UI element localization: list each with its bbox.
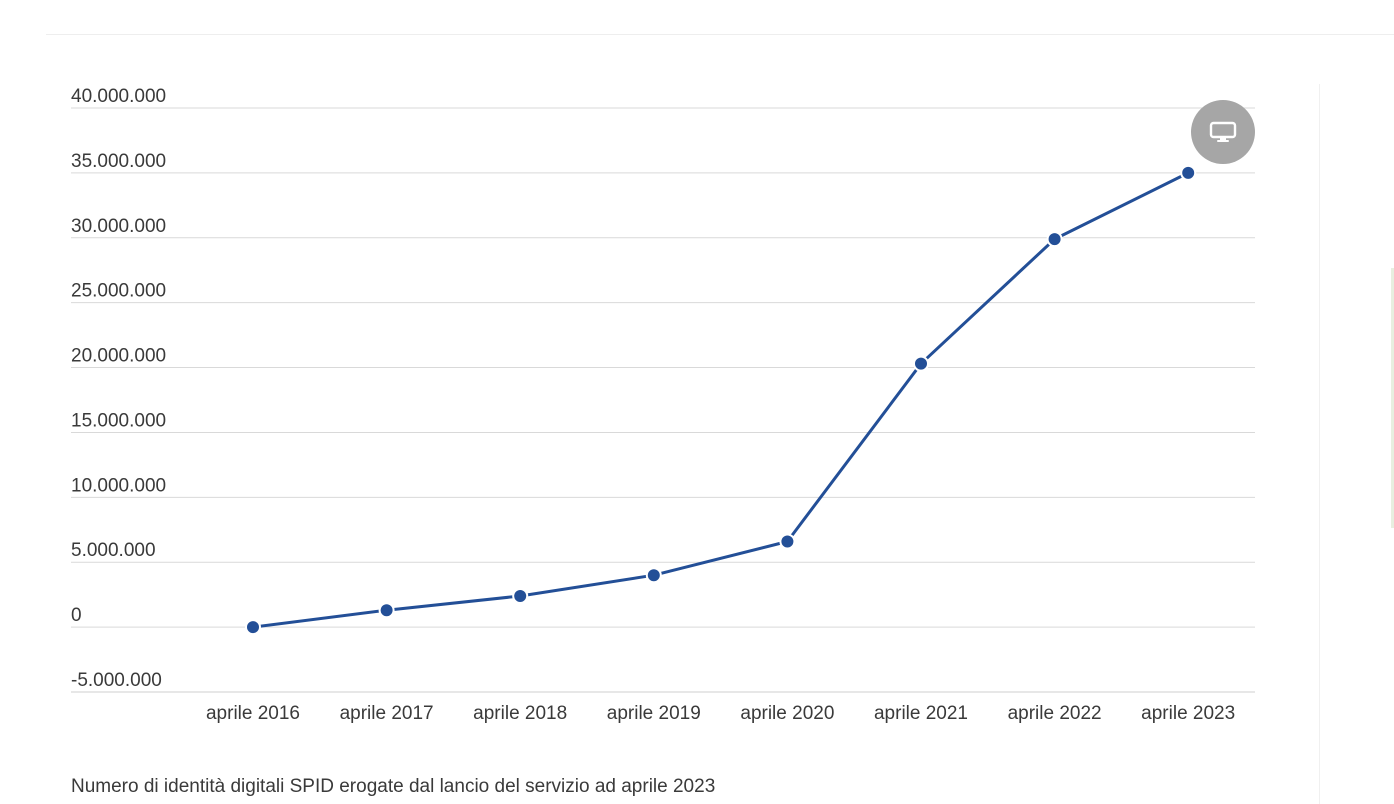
fullscreen-button[interactable] [1191, 100, 1255, 164]
x-tick-label: aprile 2021 [874, 703, 968, 724]
y-tick-label: 15.000.000 [71, 410, 166, 431]
data-point[interactable] [512, 587, 529, 604]
x-tick-label: aprile 2018 [473, 703, 567, 724]
monitor-icon [1209, 121, 1237, 142]
data-point[interactable] [245, 619, 261, 636]
y-tick-label: 30.000.000 [71, 216, 166, 237]
data-point[interactable] [779, 533, 796, 550]
chart-caption: Numero di identità digitali SPID erogate… [71, 776, 716, 797]
data-point[interactable] [913, 355, 929, 372]
y-axis-ticks: -5.000.000 0 5.000.000 10.000.000 15.000.000… [71, 86, 166, 691]
y-tick-label: 20.000.000 [71, 346, 166, 367]
x-tick-label: aprile 2020 [740, 703, 834, 724]
sidebar-divider [1319, 84, 1320, 804]
x-axis-ticks: aprile 2016 aprile 2017 aprile 2018 aprile … [206, 703, 1235, 724]
series-line [251, 171, 1190, 629]
y-tick-label: 0 [71, 605, 82, 626]
grid-lines [71, 107, 1255, 693]
y-tick-label: 35.000.000 [71, 151, 166, 172]
x-tick-label: aprile 2017 [340, 703, 434, 724]
y-tick-label: -5.000.000 [71, 670, 162, 691]
top-divider [46, 34, 1394, 35]
sidebar-edge [1391, 268, 1394, 528]
data-point[interactable] [1046, 231, 1063, 248]
x-tick-label: aprile 2023 [1141, 703, 1235, 724]
data-point[interactable] [645, 567, 662, 584]
x-tick-label: aprile 2019 [607, 703, 701, 724]
y-tick-label: 25.000.000 [71, 281, 166, 302]
data-point[interactable] [1180, 164, 1197, 181]
series-group [245, 164, 1197, 636]
x-tick-label: aprile 2022 [1008, 703, 1102, 724]
y-tick-label: 10.000.000 [71, 475, 166, 496]
data-point[interactable] [378, 602, 395, 619]
y-tick-label: 40.000.000 [71, 86, 166, 107]
y-tick-label: 5.000.000 [71, 540, 156, 561]
x-tick-label: aprile 2016 [206, 703, 300, 724]
